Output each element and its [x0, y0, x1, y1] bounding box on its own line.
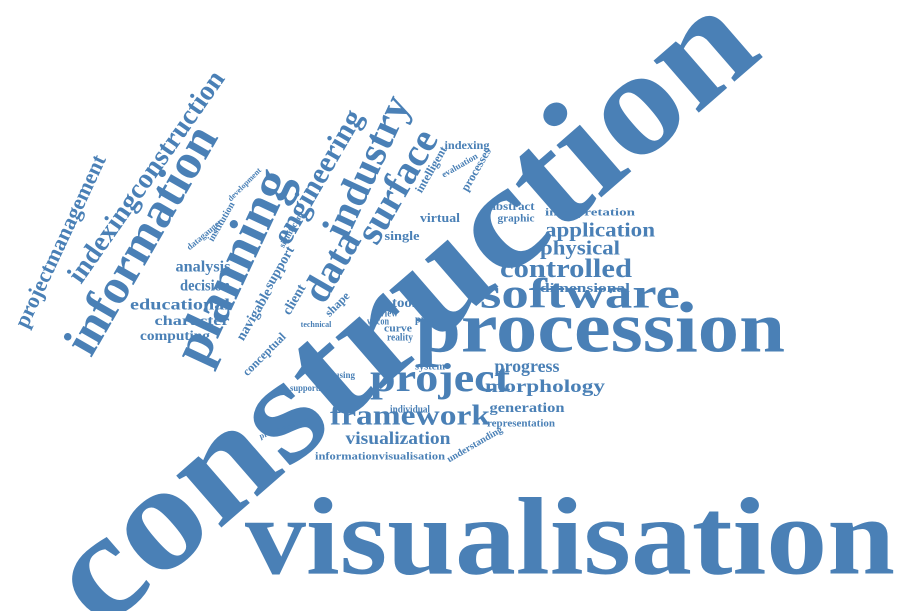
- word: procession: [415, 288, 785, 368]
- word: software: [480, 272, 680, 318]
- word: morphology: [485, 376, 605, 396]
- word: indexing: [445, 138, 490, 152]
- word: graphic: [498, 213, 536, 224]
- word: reality: [387, 332, 413, 343]
- word: representation: [487, 418, 555, 430]
- word: decision: [180, 278, 230, 295]
- word: visualization: [346, 428, 451, 448]
- word: abstract: [490, 199, 535, 213]
- word: vircon: [367, 316, 389, 327]
- word: analysis: [176, 259, 231, 276]
- word: application: [545, 220, 655, 242]
- word: project: [370, 355, 511, 400]
- word: dimensional: [540, 280, 631, 295]
- word: educational: [130, 297, 231, 314]
- word: curve: [384, 323, 412, 335]
- word: individual: [390, 404, 430, 415]
- word: view: [380, 308, 399, 319]
- word: framework: [330, 400, 491, 431]
- word: system: [415, 361, 445, 373]
- word: controlled: [500, 254, 633, 283]
- word: interpretation: [545, 207, 635, 219]
- word: progress: [495, 356, 560, 376]
- word: tool: [392, 296, 416, 311]
- word: informationvisualisation: [315, 451, 445, 463]
- word: housing: [325, 370, 355, 380]
- word: visualisation: [245, 475, 895, 597]
- word: computing: [140, 329, 210, 344]
- word: supporting: [290, 383, 330, 393]
- word: virtual: [420, 210, 460, 225]
- word: generation: [490, 401, 565, 416]
- word: technical: [301, 320, 332, 329]
- word: character: [155, 314, 230, 329]
- word: physical: [540, 238, 620, 260]
- word: proc: [415, 314, 435, 326]
- word: single: [385, 228, 420, 243]
